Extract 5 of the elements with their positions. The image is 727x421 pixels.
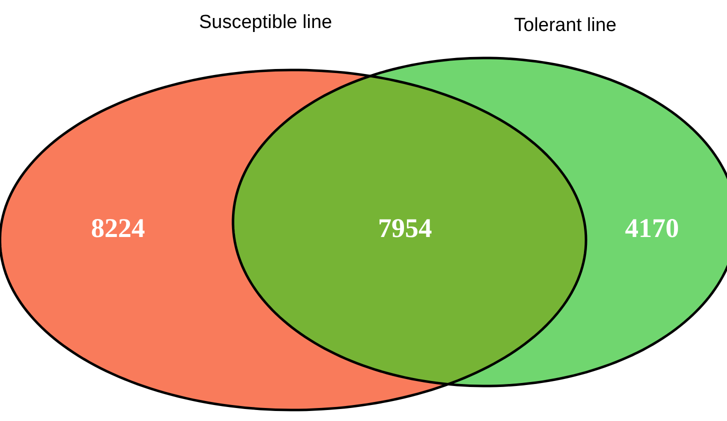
- data-label: 8224: [91, 213, 145, 243]
- text: Susceptible line: [199, 12, 332, 33]
- data-label: 4170: [625, 213, 679, 243]
- text: Tolerant line: [514, 15, 616, 36]
- data-label: 7954: [378, 213, 432, 243]
